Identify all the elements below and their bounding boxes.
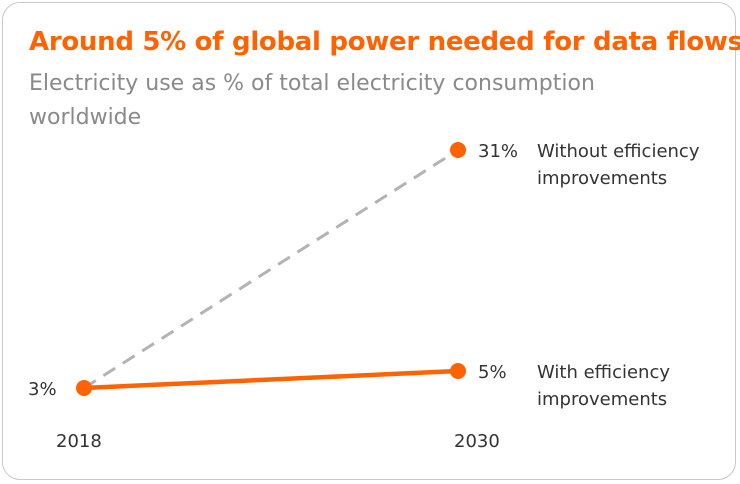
chart-labels: 3% 31% Without efficiency improvements 5% Wit… (28, 141, 700, 452)
series-name-label-0-line-1: improvements (537, 168, 667, 189)
series-name-label-1-line-0: With efficiency (537, 362, 670, 383)
chart-title: Around 5% of global power needed for dat… (29, 27, 740, 57)
x-tick-label-1: 2030 (454, 431, 500, 452)
series-point-end-0 (450, 142, 466, 158)
series-name-label-1-line-1: improvements (537, 389, 667, 410)
chart-marks (76, 142, 466, 396)
start-value-label: 3% (28, 379, 57, 400)
series-name-label-0-line-0: Without efficiency (537, 141, 700, 162)
x-tick-label-0: 2018 (56, 431, 102, 452)
series-line-0 (83, 148, 459, 390)
series-point-start (76, 380, 92, 396)
series-point-end-1 (450, 363, 466, 379)
end-value-label-1: 5% (478, 362, 507, 383)
end-value-label-0: 31% (478, 141, 518, 162)
chart-subtitle: Electricity use as % of total electricit… (29, 71, 595, 130)
series-line-1 (83, 368, 459, 391)
